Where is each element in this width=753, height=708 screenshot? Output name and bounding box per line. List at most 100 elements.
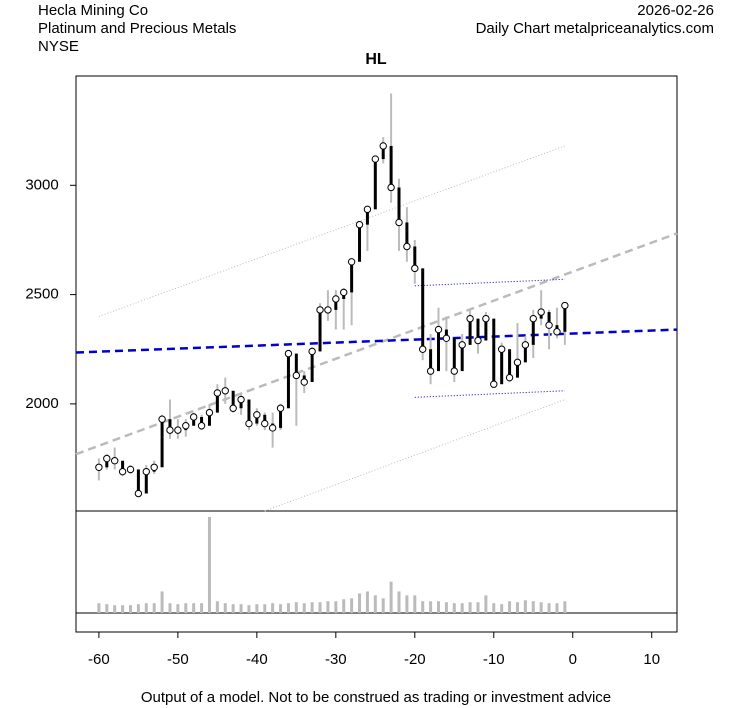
x-tick-label: -10 [483,651,505,668]
volume-bar [168,603,172,613]
trend-line [75,328,678,354]
close-marker [158,415,166,423]
close-marker [363,205,372,214]
close-marker [253,411,261,419]
close-marker [118,467,127,476]
volume-bar [176,604,180,613]
volume-bar [413,595,417,613]
volume-bar [136,604,140,613]
volume-bar [555,603,559,613]
x-tick-label: -20 [404,651,426,668]
chart-title: HL [365,51,387,68]
close-marker [324,306,332,314]
close-marker [395,218,403,227]
close-marker [466,314,474,323]
volume-bar [184,603,188,613]
close-marker [458,341,466,349]
y-tick-label: 2000 [25,395,58,412]
volume-bar [547,603,551,613]
volume-bar [144,603,148,613]
close-marker [340,288,348,297]
volume-bar [476,602,480,613]
close-marker [142,467,150,476]
close-marker [434,325,443,334]
volume-bar [239,604,243,613]
company: Hecla Mining Co [38,2,148,19]
volume-bar [468,602,472,613]
close-marker [197,422,206,430]
close-marker [292,371,301,380]
volume-bar [97,603,101,613]
close-marker [505,373,514,382]
volume-bar [128,605,132,613]
volume-bar [200,603,204,613]
close-marker [347,258,356,266]
volume-bar [318,602,322,613]
volume-bar [523,600,527,613]
close-marker [213,389,222,397]
volume-bar [113,605,117,613]
close-marker [553,328,561,336]
volume-bar [247,605,251,613]
volume-bar [279,604,283,613]
volume-bar [429,601,433,613]
volume-bar [231,604,235,613]
close-marker [474,336,482,345]
close-marker [403,242,411,251]
close-marker [545,321,553,329]
close-marker [276,404,285,412]
close-marker [103,454,111,463]
volume-bar [152,603,156,613]
volume-bar [381,598,385,613]
volume-bar [105,604,109,613]
volume-bar [531,601,535,613]
close-marker [332,295,340,303]
volume-bar [500,604,504,613]
volume-bar [539,602,543,613]
close-marker [174,426,182,434]
trend-line [414,390,565,398]
close-marker [268,424,277,432]
x-tick-label: -40 [246,651,268,668]
close-marker [450,367,458,375]
close-marker [134,489,143,498]
volume-bar [358,593,362,613]
close-marker [182,422,190,430]
trend-line [98,145,566,317]
volume-bar [397,591,401,613]
trend-line [75,232,678,456]
close-marker [126,465,135,474]
volume-bar [271,603,275,613]
close-marker [205,408,214,417]
close-marker [490,380,498,388]
close-marker [95,463,103,471]
close-marker [561,301,569,310]
trend-line [414,278,565,287]
volume-bar [515,602,519,613]
volume-bar [263,604,267,613]
x-tick-label: -50 [167,651,189,668]
close-marker [419,345,427,353]
volume-bar [255,604,259,613]
close-marker [300,378,308,386]
x-tick-label: -60 [88,651,110,668]
close-marker [411,264,419,273]
volume-bar [310,602,314,613]
close-marker [482,314,490,323]
source: Daily Chart metalpriceanalytics.com [476,20,714,37]
footer: Output of a model. Not to be construed a… [141,689,611,706]
volume-bar [350,598,354,613]
volume-bar [326,601,330,613]
volume-bar [302,603,306,613]
close-marker [537,308,545,316]
close-marker [371,155,380,163]
close-marker [166,426,174,434]
close-marker [426,367,435,375]
x-tick-label: 10 [643,651,660,668]
plot-frame [75,75,678,633]
close-marker [316,306,324,314]
volume-bar [389,581,393,613]
close-marker [308,347,316,356]
volume-bar [405,595,409,613]
close-marker [245,419,253,428]
